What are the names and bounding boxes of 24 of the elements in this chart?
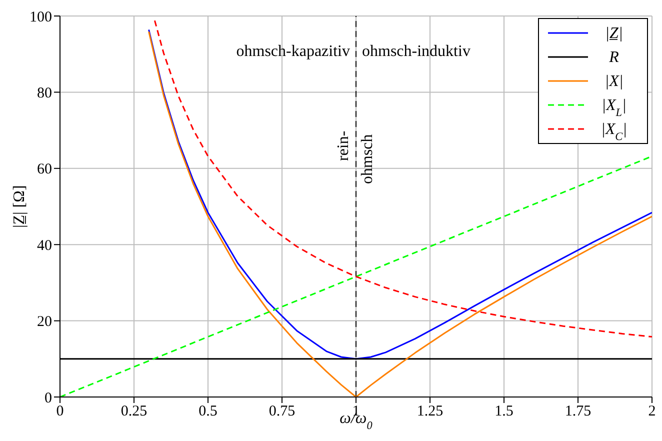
x-tick-label: 0.5 [198,404,218,420]
annotation: ohmsch-kapazitiv [236,42,350,61]
y-tick-label: 100 [30,9,52,26]
y-tick-label: 40 [37,238,52,254]
legend-label: |X| [604,73,624,90]
x-tick-label: 0 [56,404,64,420]
y-tick-label: 0 [44,390,52,406]
legend-label: R [608,49,620,66]
legend-label: |X$_{C}$| [600,121,628,143]
legend-label: |Z̲| [605,25,623,42]
legend-label: |X$_{L}$| [602,97,626,119]
y-axis-title: |Z̲| [Ω] [11,185,28,228]
x-tick-label: 0.75 [268,404,296,420]
annotation: ohmsch-induktiv [362,42,470,61]
x-tick-label: 1.75 [564,404,592,420]
x-tick-label: 0.25 [120,404,148,420]
x-tick-label: 1.5 [494,404,514,420]
y-tick-label: 20 [37,314,52,330]
x-tick-label: 1.25 [416,404,444,420]
x-tick-label: 2 [648,404,656,420]
annotation: ohmsch [359,134,377,184]
y-tick-label: 60 [37,162,52,178]
y-tick-label: 80 [37,86,52,102]
annotation: rein- [335,130,353,161]
